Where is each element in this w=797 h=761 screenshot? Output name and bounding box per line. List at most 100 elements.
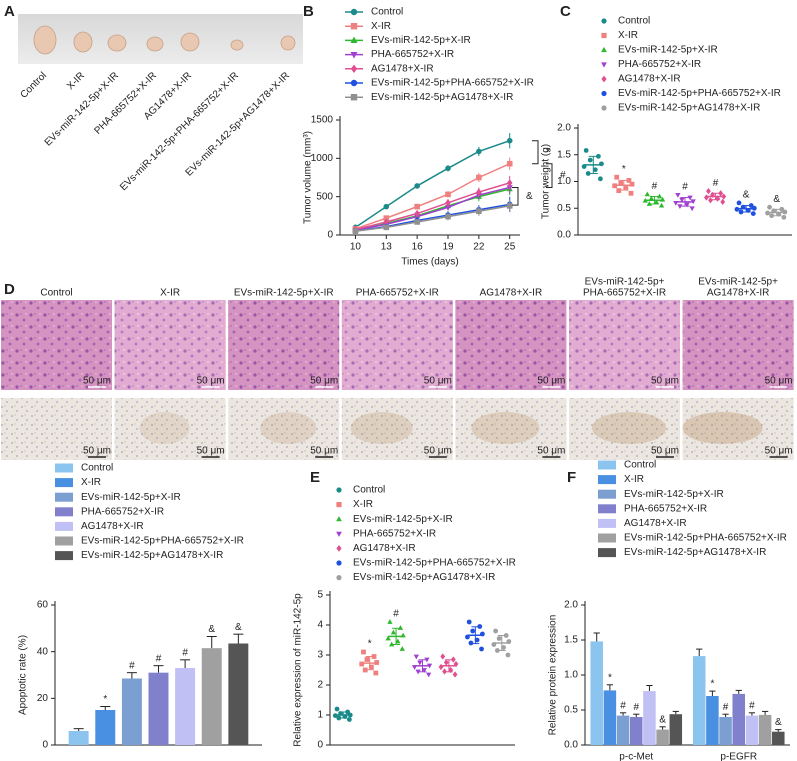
y-axis-label: Relative expression of miR-142-5p [293, 593, 304, 747]
marker [476, 208, 482, 215]
scale-bar-label: 50 μm [424, 376, 452, 387]
marker [592, 167, 598, 173]
legend-label: EVs-miR-142-5p+AG1478+X-IR [81, 550, 223, 561]
marker [769, 213, 775, 219]
x-tick-label: p-c-Met [619, 752, 653, 761]
marker [336, 715, 342, 721]
marker [618, 180, 624, 185]
y-tick-label: 2.0 [557, 123, 571, 134]
marker [346, 717, 352, 722]
marker [501, 645, 506, 650]
marker [414, 219, 420, 225]
scale-bar-label: 50 μm [310, 446, 338, 457]
marker [644, 191, 650, 197]
annotation: # [682, 182, 688, 193]
marker [369, 664, 374, 670]
marker [470, 628, 476, 634]
bar [148, 672, 169, 745]
marker [445, 165, 451, 172]
annotation: # [156, 653, 162, 664]
marker [738, 209, 744, 215]
marker [585, 171, 591, 176]
annotation: & [235, 622, 242, 633]
annotation: # [620, 700, 626, 711]
annotation: # [560, 170, 566, 181]
legend-label: EVs-miR-142-5p+PHA-665752+X-IR [624, 533, 787, 544]
panel-letter: B [303, 3, 314, 20]
legend-swatch [598, 518, 616, 528]
marker [383, 218, 390, 226]
image-label: EVs-miR-142-5p+ [698, 277, 778, 288]
marker [505, 652, 511, 658]
ihc-stain [592, 412, 666, 444]
marker [444, 205, 452, 211]
legend-label: Control [353, 485, 385, 496]
marker [646, 201, 652, 206]
marker [612, 183, 618, 189]
marker [350, 8, 358, 16]
he-shade [1, 300, 112, 390]
legend-label: PHA-665752+X-IR [81, 506, 164, 517]
legend-swatch [55, 492, 73, 502]
bar [228, 643, 249, 745]
he-image [114, 300, 226, 390]
legend-label: EVs-miR-142-5p+AG1478+X-IR [618, 103, 760, 114]
annotation: # [652, 181, 658, 192]
ihc-image [455, 398, 567, 460]
marker [476, 148, 482, 155]
marker [414, 183, 420, 189]
legend-label: PHA-665752+X-IR [618, 59, 701, 70]
x-tick-label: 16 [412, 242, 424, 253]
marker [417, 660, 423, 666]
legend-swatch [598, 533, 616, 543]
scale-bar-label: 50 μm [651, 446, 679, 457]
marker [361, 649, 366, 655]
annotation: # [633, 702, 639, 713]
legend-label: EVs-miR-142-5p+AG1478+X-IR [624, 547, 766, 558]
legend-swatch [55, 463, 73, 473]
marker [414, 209, 420, 218]
marker [350, 64, 358, 73]
marker [601, 90, 607, 97]
legend-swatch [598, 548, 616, 558]
marker [656, 193, 663, 199]
marker [413, 654, 419, 660]
marker [399, 646, 405, 651]
legend-label: EVs-miR-142-5p+PHA-665752+X-IR [353, 558, 516, 569]
legend-swatch [598, 475, 616, 485]
marker [494, 648, 500, 653]
legend-label: Control [81, 463, 113, 474]
he-image [682, 300, 794, 390]
y-axis-label: Relative protein expression [548, 615, 559, 736]
he-image [569, 300, 680, 390]
y-tick-label: 1.0 [564, 670, 578, 681]
marker [750, 211, 756, 217]
legend-swatch [55, 521, 73, 531]
marker [466, 619, 472, 625]
marker [679, 197, 685, 203]
marker [414, 203, 420, 210]
legend-swatch [598, 504, 616, 514]
bar [706, 696, 719, 745]
scale-bar-label: 50 μm [537, 446, 565, 457]
marker [383, 203, 390, 210]
legend-label: X-IR [353, 499, 373, 510]
series-line [355, 186, 510, 232]
legend-label: X-IR [371, 21, 391, 32]
legend-label: AG1478+X-IR [618, 74, 681, 85]
bar [656, 729, 669, 745]
bar [758, 714, 772, 745]
marker [601, 32, 607, 39]
marker [334, 706, 340, 712]
marker [601, 18, 607, 24]
image-label: AG1478+X-IR [480, 288, 543, 299]
bracket [546, 163, 553, 188]
marker [476, 174, 482, 181]
marker [336, 516, 342, 522]
ihc-image [114, 398, 226, 460]
legend-label: AG1478+X-IR [353, 543, 416, 554]
marker [479, 646, 484, 652]
y-tick-label: 40 [37, 646, 49, 657]
marker [587, 157, 593, 163]
marker [352, 228, 359, 234]
